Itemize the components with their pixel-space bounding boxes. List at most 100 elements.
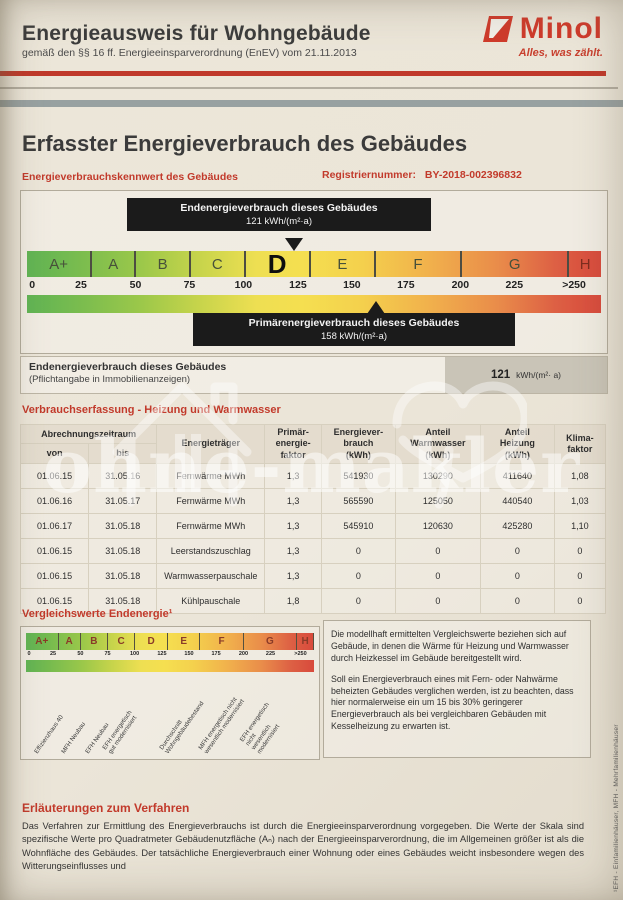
col-header-bis: bis	[88, 443, 158, 464]
divider-bar-red	[0, 71, 606, 76]
cell: 1,10	[553, 512, 607, 539]
cell: 01.06.15	[19, 537, 90, 564]
primary-energy-callout-title: Primärenergieverbrauch dieses Gebäudes	[248, 317, 460, 329]
cell: 0	[394, 587, 481, 614]
consumption-heading: Verbrauchserfassung - Heizung und Warmwa…	[22, 404, 281, 416]
mini-class-segment: D	[135, 633, 168, 650]
class-segment-g: G	[462, 251, 570, 277]
cell: 1,3	[264, 487, 322, 514]
energy-scale-box: Endenergieverbrauch dieses Gebäudes 121 …	[20, 190, 608, 354]
cell: 0	[479, 587, 555, 614]
comparison-labels: Effizienzhaus 40 MFH Neubau EFH Neubau E…	[21, 673, 319, 759]
comparison-label: MFH Neubau	[59, 720, 87, 755]
col-header-energieverbrauch: Energiever- brauch (kWh)	[320, 424, 396, 464]
comparison-heading: Vergleichswerte Endenergie¹	[22, 608, 173, 620]
cell: Kühlpauschale	[156, 587, 266, 614]
cell: 565590	[320, 487, 396, 514]
cell: 120630	[394, 512, 481, 539]
result-row-subtitle: (Pflichtangabe in Immobilienanzeigen)	[29, 374, 191, 385]
table-row: 01.06.15 31.05.18 Kühlpauschale 1,8 0 0 0 0	[19, 587, 607, 614]
col-header-abrechnungszeitraum: Abrechnungszeitraum	[19, 423, 158, 445]
gradient-bar	[27, 295, 601, 313]
page-title: Erfasster Energieverbrauch des Gebäudes	[22, 131, 468, 156]
cell: Fernwärme MWh	[156, 462, 266, 489]
primary-energy-callout-value: 158 kWh/(m²·a)	[321, 331, 387, 343]
mini-tick: 50	[77, 651, 84, 657]
cell: 0	[320, 537, 396, 564]
divider-bar-gray	[0, 100, 623, 107]
mini-tick: 125	[157, 651, 167, 657]
cell: 1,3	[264, 537, 322, 564]
cell: 0	[394, 562, 481, 589]
explanation-heading: Erläuterungen zum Verfahren	[22, 801, 190, 815]
mini-class-segment: A	[59, 633, 81, 650]
comparison-class-band: A+ A B C D E F G H	[26, 633, 314, 650]
cell: 545910	[320, 512, 396, 539]
document-title: Energieausweis für Wohngebäude	[22, 22, 371, 45]
end-energy-callout-value: 121 kWh/(m²·a)	[246, 216, 312, 228]
end-energy-callout-title: Endenergieverbrauch dieses Gebäudes	[180, 202, 378, 214]
mini-tick: 25	[50, 651, 57, 657]
cell: 0	[320, 587, 396, 614]
mini-tick: 200	[238, 651, 249, 657]
document-subtitle: gemäß den §§ 16 ff. Energieeinsparverord…	[22, 47, 357, 59]
cell: 01.06.15	[19, 587, 90, 614]
cell: 0	[553, 587, 607, 614]
cell: 0	[394, 537, 481, 564]
scale-tick: 50	[129, 279, 142, 291]
cell: 1,8	[264, 587, 322, 614]
cell: 01.06.17	[19, 512, 90, 539]
scale-tick: 0	[29, 279, 36, 291]
primary-energy-callout: Primärenergieverbrauch dieses Gebäudes 1…	[193, 313, 515, 347]
scale-tick-row: 0 25 50 75 100 125 150 175 200 225 >250	[27, 279, 601, 292]
scale-tick: 25	[75, 279, 87, 291]
cell: 1,08	[553, 462, 607, 489]
comparison-label: EFH energetisch nicht wesentlich moderni…	[239, 700, 282, 755]
comparison-tick-row: 0 25 50 75 100 125 150 175 200 225 >250	[26, 651, 314, 659]
cell: 125050	[394, 487, 481, 514]
class-segment-a-plus: A+	[27, 251, 93, 277]
cell: 01.06.15	[19, 462, 90, 489]
cell: Leerstandszuschlag	[156, 537, 266, 564]
end-energy-result-row: Endenergieverbrauch dieses Gebäudes (Pfl…	[20, 356, 608, 394]
mini-tick: 0	[27, 651, 31, 657]
mini-class-segment: G	[244, 633, 298, 650]
cell: 01.06.15	[19, 562, 90, 589]
scale-tick: 100	[234, 279, 253, 291]
col-header-von: von	[19, 443, 90, 464]
col-header-anteil-warmwasser: Anteil Warmwasser (kWh)	[394, 424, 481, 464]
primary-energy-marker-arrow	[367, 301, 386, 314]
table-row: 01.06.17 31.05.18 Fernwärme MWh 1,3 545910 12…	[19, 512, 607, 539]
minol-logo-tagline: Alles, was zählt.	[518, 47, 603, 59]
registry-value: BY-2018-002396832	[424, 169, 522, 181]
cell: Fernwärme MWh	[156, 487, 266, 514]
cell: 31.05.18	[88, 537, 158, 564]
cell: 0	[553, 562, 607, 589]
end-energy-callout: Endenergieverbrauch dieses Gebäudes 121 …	[127, 198, 431, 232]
class-segment-b: B	[136, 251, 191, 277]
cell: 440540	[479, 487, 555, 514]
result-unit: kWh/(m²· a)	[516, 370, 562, 380]
cell: 411640	[479, 462, 555, 489]
registry-label: Registriernummer:	[322, 169, 416, 181]
divider-bar-thin	[0, 87, 618, 89]
col-header-klimafaktor: Klima- faktor	[553, 424, 607, 464]
efh-mfh-footnote: ¹EFH - Einfamilienhäuser, MFH - Mehrfami…	[613, 724, 620, 892]
minol-logo: Minol Alles, was zählt.	[388, 14, 603, 59]
mini-tick: 150	[184, 651, 194, 657]
mini-class-segment: H	[297, 633, 314, 650]
explanation-paragraph: Das Verfahren zur Ermittlung des Energie…	[22, 821, 584, 872]
mini-class-segment: F	[200, 633, 244, 650]
result-value: 121	[490, 369, 511, 381]
cell: Warmwasserpauschale	[156, 562, 266, 589]
col-header-anteil-heizung: Anteil Heizung (kWh)	[479, 424, 555, 464]
mini-class-segment: B	[81, 633, 108, 650]
cell: 0	[320, 562, 396, 589]
scale-tick: 200	[451, 279, 470, 291]
scale-tick: 150	[343, 279, 361, 291]
comparison-paragraph-2: Soll ein Energieverbrauch eines mit Fern…	[331, 673, 574, 732]
cell: 1,3	[264, 462, 322, 489]
cell: 541930	[320, 462, 396, 489]
consumption-table: Abrechnungszeitraum Energieträger Primär…	[19, 423, 607, 614]
